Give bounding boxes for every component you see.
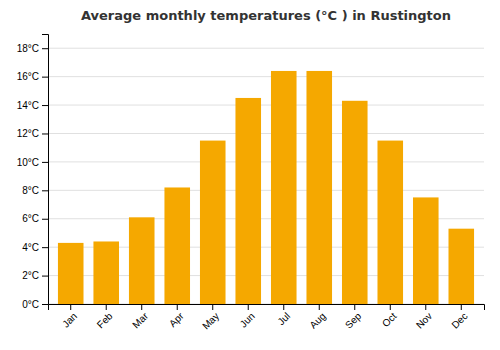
- y-axis: 0°C 2°C 4°C 6°C 8°C 10°C 12°C 14°C 16°C 18°C: [17, 35, 49, 310]
- tick-label: 0°C: [22, 299, 39, 310]
- bar: [271, 71, 297, 304]
- tick-mark: [248, 304, 249, 310]
- y-tick: 16°C: [17, 71, 48, 82]
- tick-label: 2°C: [22, 270, 39, 281]
- tick-mark: [390, 304, 391, 310]
- tick-label: Dec: [449, 310, 469, 330]
- bar: [413, 197, 439, 304]
- bar: [306, 71, 332, 304]
- tick-mark: [42, 162, 48, 163]
- tick-label: 4°C: [22, 242, 39, 253]
- bar: [200, 141, 226, 304]
- tick-mark: [70, 304, 71, 310]
- tick-mark: [42, 133, 48, 134]
- title: Average monthly temperatures (°C ) in Ru…: [81, 8, 451, 23]
- bar: [448, 229, 474, 304]
- tick-label: Nov: [414, 310, 434, 330]
- x-tick: May: [200, 304, 221, 332]
- tick-mark: [319, 304, 320, 310]
- bar: [377, 141, 403, 304]
- x-tick: Jan: [60, 304, 79, 330]
- y-tick: 6°C: [22, 213, 48, 224]
- x-tick: Dec: [449, 304, 469, 331]
- tick-mark: [42, 105, 48, 106]
- tick-label: 8°C: [22, 185, 39, 196]
- tick-mark: [106, 304, 107, 310]
- tick-label: 12°C: [17, 128, 39, 139]
- grid-line: [48, 76, 484, 77]
- bars: [58, 71, 474, 304]
- bar: [129, 217, 155, 304]
- y-tick: 14°C: [17, 100, 48, 111]
- axis-line: [49, 305, 485, 311]
- y-tick: 2°C: [22, 270, 48, 281]
- tick-label: 14°C: [17, 100, 39, 111]
- x-tick: Aug: [307, 304, 327, 331]
- tick-label: Feb: [95, 310, 115, 330]
- tick-mark: [42, 304, 48, 305]
- grid-line: [48, 161, 484, 162]
- x-tick: Apr: [167, 304, 186, 329]
- tick-label: 18°C: [17, 43, 39, 54]
- y-tick: 8°C: [22, 185, 48, 196]
- tick-label: Aug: [307, 310, 327, 330]
- tick-label: Jul: [275, 310, 292, 327]
- grid-line: [48, 190, 484, 191]
- tick-label: Jan: [60, 310, 79, 329]
- grid-line: [48, 133, 484, 134]
- bar: [342, 101, 368, 304]
- x-tick: Sep: [343, 304, 364, 331]
- x-tick: Jul: [275, 304, 292, 327]
- tick-label: 10°C: [17, 157, 39, 168]
- tick-mark: [42, 77, 48, 78]
- grid: [48, 48, 484, 304]
- y-tick: 18°C: [17, 43, 48, 54]
- x-axis: Jan Feb Mar Apr May Jun Jul Aug Sep Oct Nov Dec: [49, 304, 485, 332]
- tick-label: Oct: [380, 310, 399, 329]
- tick-mark: [212, 304, 213, 310]
- y-tick: 0°C: [22, 299, 48, 310]
- plot: Jan Feb Mar Apr May Jun Jul Aug Sep Oct Nov Dec 0°C 2…: [17, 35, 485, 332]
- tick-mark: [141, 304, 142, 310]
- tick-label: May: [200, 310, 221, 331]
- tick-label: 6°C: [22, 213, 39, 224]
- tick-mark: [42, 247, 48, 248]
- x-tick: Mar: [130, 304, 150, 330]
- tick-label: 16°C: [17, 71, 39, 82]
- bar: [93, 241, 119, 304]
- grid-line: [48, 105, 484, 106]
- tick-mark: [354, 304, 355, 310]
- tick-label: Jun: [238, 310, 257, 329]
- axis-line: [42, 35, 49, 305]
- tick-mark: [42, 276, 48, 277]
- x-tick: Feb: [95, 304, 115, 330]
- chart: Jan Feb Mar Apr May Jun Jul Aug Sep Oct Nov Dec 0°C 2…: [0, 0, 500, 350]
- x-tick: Oct: [380, 304, 399, 329]
- y-tick: 4°C: [22, 242, 48, 253]
- tick-mark: [42, 190, 48, 191]
- tick-label: Apr: [167, 310, 186, 329]
- bar: [58, 243, 84, 304]
- tick-mark: [425, 304, 426, 310]
- tick-mark: [461, 304, 462, 310]
- y-tick: 12°C: [17, 128, 48, 139]
- tick-mark: [42, 219, 48, 220]
- tick-mark: [177, 304, 178, 310]
- x-tick: Nov: [414, 304, 434, 331]
- y-tick: 10°C: [17, 157, 48, 168]
- tick-mark: [283, 304, 284, 310]
- tick-label: Sep: [343, 310, 364, 331]
- grid-line: [48, 48, 484, 49]
- bar: [235, 98, 261, 304]
- tick-label: Mar: [130, 310, 150, 330]
- bar: [164, 187, 190, 304]
- tick-mark: [42, 48, 48, 49]
- x-tick: Jun: [238, 304, 257, 330]
